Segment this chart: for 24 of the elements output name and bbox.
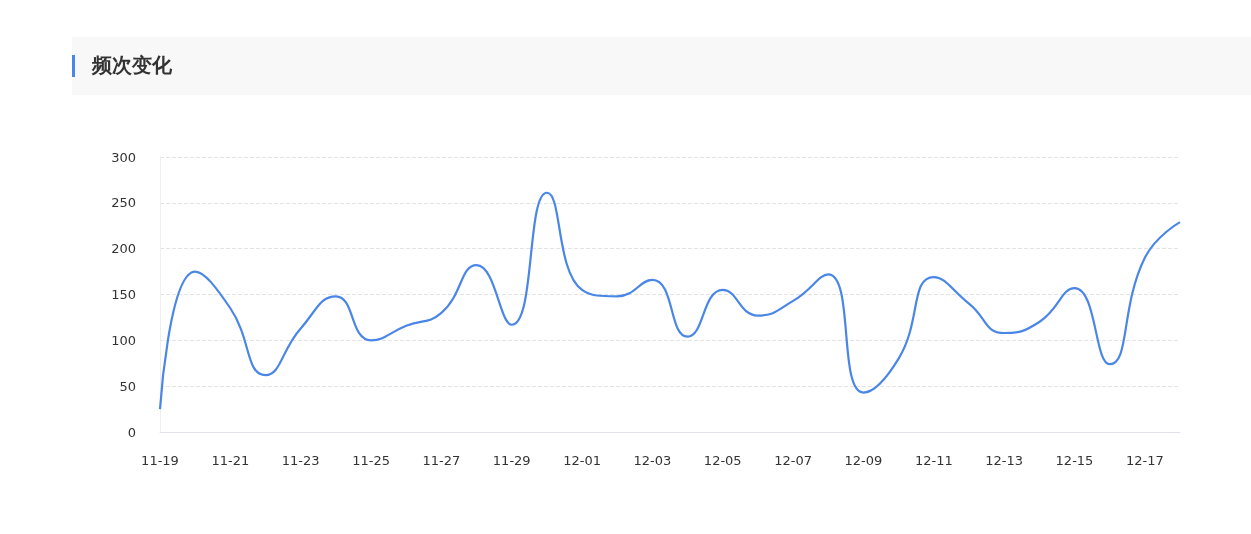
x-tick-label: 11-25: [352, 453, 390, 468]
y-tick-label: 150: [111, 287, 136, 302]
x-tick-label: 11-21: [211, 453, 250, 468]
chart-title: 频次变化: [92, 52, 172, 79]
y-tick-label: 200: [111, 241, 136, 257]
x-tick-label: 11-27: [422, 453, 461, 468]
y-tick-label: 250: [111, 195, 136, 211]
x-tick-label: 12-05: [703, 453, 742, 468]
x-tick-label: 11-23: [281, 453, 320, 468]
x-tick-label: 12-13: [985, 453, 1024, 468]
y-tick-label: 0: [127, 424, 136, 440]
y-tick-label: 100: [111, 332, 136, 348]
y-tick-label: 300: [111, 149, 136, 165]
y-tick-label: 50: [119, 378, 136, 394]
x-tick-label: 12-07: [774, 453, 812, 468]
x-tick-label: 11-19: [141, 453, 179, 468]
x-tick-label: 12-09: [844, 453, 883, 468]
x-tick-label: 12-11: [914, 453, 953, 468]
x-tick-label: 11-29: [492, 453, 531, 468]
x-tick-label: 12-17: [1125, 453, 1164, 468]
x-tick-label: 12-01: [563, 453, 601, 468]
line-series: [158, 191, 1182, 411]
x-tick-label: 12-03: [633, 453, 672, 468]
x-tick-label: 12-15: [1055, 453, 1094, 468]
